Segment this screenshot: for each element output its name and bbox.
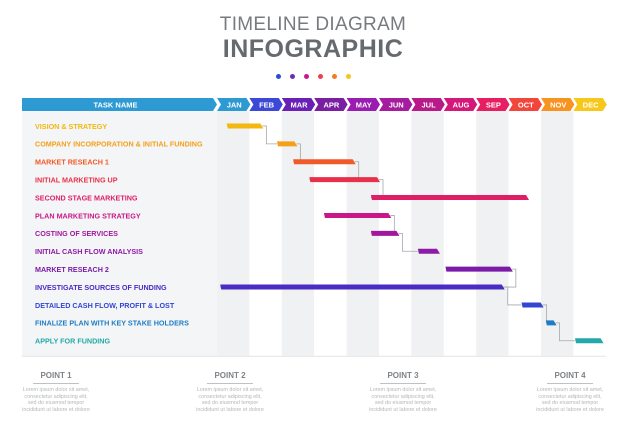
month-header-mar <box>281 98 316 111</box>
dependency-line-6 <box>398 232 418 252</box>
month-header-apr <box>314 98 348 111</box>
task-column-bg <box>22 111 217 356</box>
task-label-3: MARKET RESEACH 1 <box>35 158 109 167</box>
task-bar-2 <box>276 141 298 147</box>
dependency-line-1 <box>262 125 277 145</box>
task-bar-3 <box>293 159 356 165</box>
month-column-bg-aug <box>443 111 477 356</box>
point-4: POINT 4 Lorem ipsum dolor sit amet, cons… <box>525 365 615 413</box>
point-4-body: Lorem ipsum dolor sit amet, consectetur … <box>536 387 604 413</box>
month-label-jun: JUN <box>389 101 404 110</box>
point-1-body: Lorem ipsum dolor sit amet, consectetur … <box>22 387 90 413</box>
task-bar-1 <box>226 123 264 129</box>
task-bar-9 <box>445 266 513 272</box>
month-column-bg-sep <box>476 111 509 356</box>
task-label-5: SECOND STAGE MARKETING <box>35 193 138 202</box>
month-column-bg-mar <box>281 111 315 356</box>
point-3-title: POINT 3 <box>380 371 426 384</box>
title-line-1: TIMELINE DIAGRAM <box>219 14 407 35</box>
month-column-bg-feb <box>249 111 282 356</box>
month-header-jun <box>379 98 413 111</box>
month-column-bg-apr <box>314 111 347 356</box>
task-label-1: VISION & STRATEGY <box>35 122 107 131</box>
task-bar-11 <box>521 302 544 308</box>
task-label-11: DETAILED CASH FLOW, PROFIT & LOST <box>35 301 175 310</box>
month-header-oct <box>508 98 542 111</box>
point-2-body: Lorem ipsum dolor sit amet, consectetur … <box>196 387 264 413</box>
month-header-nov <box>541 98 575 111</box>
month-header-aug <box>443 98 478 111</box>
month-header-jan <box>217 98 251 111</box>
month-header-jul <box>411 98 445 111</box>
month-header-dec <box>573 98 607 111</box>
task-label-13: APPLY FOR FUNDING <box>35 337 110 346</box>
month-header-feb <box>249 98 283 111</box>
point-2: POINT 2 Lorem ipsum dolor sit amet, cons… <box>185 365 275 413</box>
decorative-dots <box>0 66 626 84</box>
month-header-may <box>346 98 380 111</box>
task-name-header: TASK NAME <box>93 101 137 110</box>
month-header-sep <box>476 98 510 111</box>
dependency-line-9 <box>542 304 548 324</box>
task-label-8: INITIAL CASH FLOW ANALYSIS <box>35 247 143 256</box>
month-label-nov: NOV <box>550 101 566 110</box>
dependency-line-10 <box>555 322 576 342</box>
point-1: POINT 1 Lorem ipsum dolor sit amet, cons… <box>11 365 101 413</box>
month-label-sep: SEP <box>486 101 501 110</box>
decorative-dot-6 <box>345 74 351 79</box>
task-label-10: INVESTIGATE SOURCES OF FUNDING <box>35 283 167 292</box>
month-column-bg-jan <box>217 111 250 356</box>
task-label-4: INITIAL MARKETING UP <box>35 175 118 184</box>
point-2-title: POINT 2 <box>207 371 253 384</box>
month-column-bg-dec <box>573 111 606 356</box>
task-label-9: MARKET RESEACH 2 <box>35 265 109 274</box>
month-label-feb: FEB <box>259 101 275 110</box>
month-label-oct: OCT <box>518 101 534 110</box>
point-3-body: Lorem ipsum dolor sit amet, consectetur … <box>369 387 437 413</box>
title-line-2: INFOGRAPHIC <box>222 35 404 63</box>
decorative-dot-2 <box>289 74 295 79</box>
decorative-dot-3 <box>303 74 309 79</box>
task-bar-13 <box>575 338 604 344</box>
task-bar-6 <box>323 212 392 218</box>
decorative-dot-4 <box>317 74 323 79</box>
month-label-dec: DEC <box>583 101 599 110</box>
month-column-bg-nov <box>541 111 574 356</box>
task-label-7: COSTING OF SERVICES <box>35 229 118 238</box>
point-4-title: POINT 4 <box>547 371 593 384</box>
point-3: POINT 3 Lorem ipsum dolor sit amet, cons… <box>358 365 448 413</box>
month-label-jul: JUL <box>422 101 437 110</box>
dependency-line-8 <box>503 286 522 306</box>
task-bar-4 <box>309 177 380 183</box>
month-label-jan: JAN <box>227 101 242 110</box>
task-name-header-bg <box>22 98 217 111</box>
decorative-dot-1 <box>275 74 281 79</box>
month-label-apr: APR <box>323 101 339 110</box>
task-label-6: PLAN MARKETING STRATEGY <box>35 211 141 220</box>
task-label-12: FINALIZE PLAN WITH KEY STAKE HOLDERS <box>35 319 189 328</box>
task-bar-5 <box>370 195 530 201</box>
task-bar-8 <box>417 248 440 254</box>
month-column-bg-oct <box>508 111 541 356</box>
task-label-2: COMPANY INCORPORATION & INITIAL FUNDING <box>35 140 203 149</box>
month-label-aug: AUG <box>453 101 470 110</box>
task-bar-10 <box>220 284 505 290</box>
task-bar-12 <box>545 320 557 326</box>
month-label-mar: MAR <box>290 101 308 110</box>
point-1-title: POINT 1 <box>33 371 79 384</box>
task-bar-7 <box>370 230 400 236</box>
decorative-dot-5 <box>331 74 337 79</box>
month-label-may: MAY <box>356 101 372 110</box>
month-column-bg-jul <box>411 111 444 356</box>
